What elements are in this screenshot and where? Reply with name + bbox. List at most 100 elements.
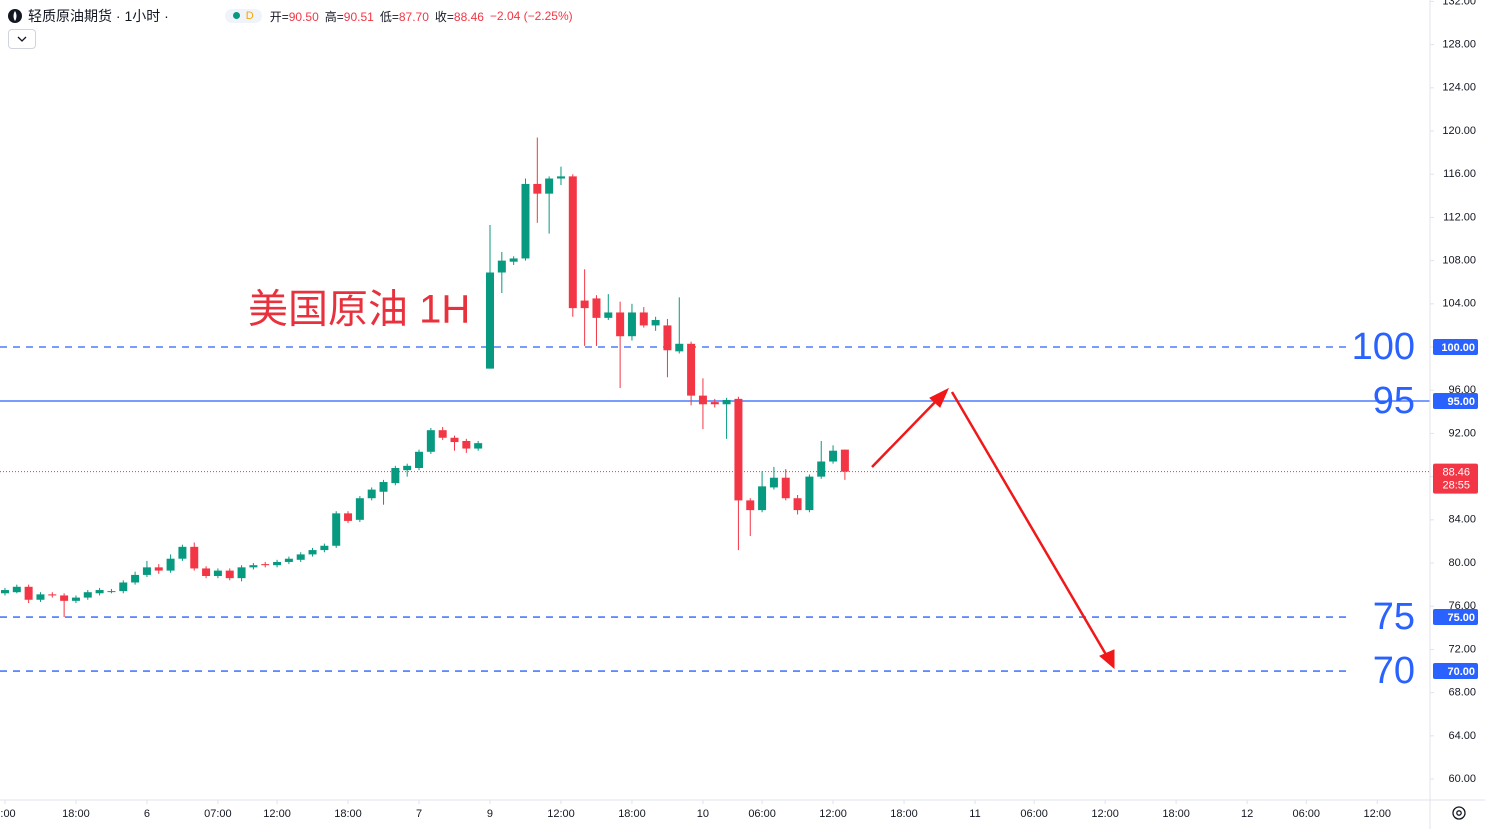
- candle-body: [0, 590, 9, 594]
- candle-body: [840, 449, 849, 472]
- ohlc-label: 低=: [379, 9, 399, 24]
- y-tick-label: 112.00: [1443, 211, 1476, 223]
- candle-body: [202, 568, 211, 576]
- candle-body: [344, 513, 353, 521]
- candle-body: [627, 312, 636, 337]
- y-tick-label: 128.00: [1442, 39, 1476, 51]
- candle-body: [237, 567, 246, 579]
- level-tag: [1433, 339, 1478, 356]
- x-tick-label: 18:00: [618, 808, 646, 820]
- ohlc-value: 87.70: [398, 9, 429, 24]
- ohlc-label: 收=: [434, 9, 454, 24]
- candle-body: [367, 489, 376, 499]
- candle-body: [284, 558, 293, 562]
- x-tick-label: 12:00: [1363, 808, 1391, 820]
- level-tag-label: 95.00: [1447, 396, 1475, 408]
- candle-body: [426, 430, 435, 452]
- candle-body: [545, 178, 554, 194]
- candle-body: [509, 258, 518, 262]
- candle-body: [355, 498, 364, 520]
- candle-body: [663, 325, 672, 351]
- candle-body: [83, 592, 92, 598]
- x-tick-label: 12:00: [1091, 808, 1119, 820]
- level-tag-label: 70.00: [1447, 666, 1475, 678]
- candle-body: [249, 565, 258, 568]
- symbol[interactable]: 轻质原油期货 · 1小时 ·: [28, 8, 169, 24]
- x-tick-label: 2:00: [0, 808, 16, 820]
- candle-body: [805, 476, 814, 511]
- level-text: 75: [1373, 596, 1415, 638]
- y-tick-label: 64.00: [1448, 730, 1476, 742]
- symbol-icon: [8, 9, 22, 23]
- candle-body: [36, 594, 45, 600]
- candle-body: [95, 590, 104, 594]
- level-tag-label: 100.00: [1441, 342, 1475, 354]
- ohlc-label: 开=: [269, 9, 289, 24]
- y-tick-label: 104.00: [1442, 298, 1476, 310]
- y-tick-label: 72.00: [1448, 643, 1476, 655]
- arrow-up: [871, 396, 941, 468]
- candle-body: [225, 570, 234, 579]
- candle-body: [107, 591, 116, 593]
- candle-body: [320, 545, 329, 551]
- ohlc-label: 高=: [324, 9, 344, 24]
- candle-body: [71, 597, 80, 601]
- gear-center[interactable]: [1456, 810, 1462, 816]
- last-price-tag: [1433, 463, 1478, 494]
- x-tick-label: 06:00: [1292, 808, 1320, 820]
- candle-body: [415, 451, 424, 468]
- x-tick-label: 18:00: [1162, 808, 1190, 820]
- x-tick-label: 10: [697, 808, 709, 820]
- gear[interactable]: [1452, 806, 1466, 820]
- drawn-arrows: [871, 387, 1115, 670]
- x-tick-label: 12:00: [547, 808, 575, 820]
- dropdown-toggle[interactable]: [8, 29, 36, 49]
- candle-body: [616, 312, 625, 337]
- candle-body: [568, 176, 577, 309]
- candle-body: [485, 272, 494, 369]
- x-tick-label: 18:00: [890, 808, 918, 820]
- candle-body: [403, 465, 412, 471]
- chevron[interactable]: [9, 30, 35, 48]
- x-tick-label: 06:00: [748, 808, 776, 820]
- countdown: 28:55: [1442, 480, 1470, 492]
- annotation: 美国原油 1H: [248, 288, 470, 332]
- candle-body: [142, 567, 151, 575]
- candle-body: [758, 486, 767, 511]
- level-tag: [1433, 609, 1478, 626]
- arrow-down: [950, 391, 1110, 659]
- candle-body: [391, 467, 400, 484]
- candle-body: [604, 312, 613, 318]
- y-tick-label: 84.00: [1448, 514, 1476, 526]
- candle-body: [261, 564, 270, 566]
- x-tick-label: 07:00: [204, 808, 232, 820]
- y-tick-label: 116.00: [1443, 168, 1476, 180]
- level-tag: [1433, 663, 1478, 680]
- y-tick-label: 132.00: [1442, 0, 1476, 7]
- candle-body: [438, 430, 447, 438]
- level-text: 70: [1373, 650, 1415, 692]
- x-tick-label: 12:00: [819, 808, 847, 820]
- y-tick-label: 92.00: [1448, 427, 1476, 439]
- candle-body: [698, 395, 707, 405]
- x-tick-label: 06:00: [1020, 808, 1048, 820]
- candle-body: [462, 440, 471, 449]
- candle-body: [580, 300, 589, 309]
- status-badge: D: [224, 9, 262, 23]
- candle-body: [793, 498, 802, 511]
- change: −2.04 (−2.25%): [489, 9, 573, 23]
- x-tick-label: 11: [969, 808, 980, 820]
- x-tick-label: 7: [416, 808, 422, 820]
- badge-text: D: [245, 10, 254, 22]
- candle-body: [722, 399, 731, 405]
- candle-body: [829, 450, 838, 462]
- settings-icon[interactable]: [1452, 806, 1466, 820]
- candle-body: [817, 461, 826, 477]
- x-tick-label: 9: [487, 808, 493, 820]
- candle-body: [474, 443, 483, 449]
- candle-body: [119, 582, 128, 592]
- x-tick-label: 6: [144, 808, 150, 820]
- y-tick-label: 120.00: [1442, 125, 1476, 137]
